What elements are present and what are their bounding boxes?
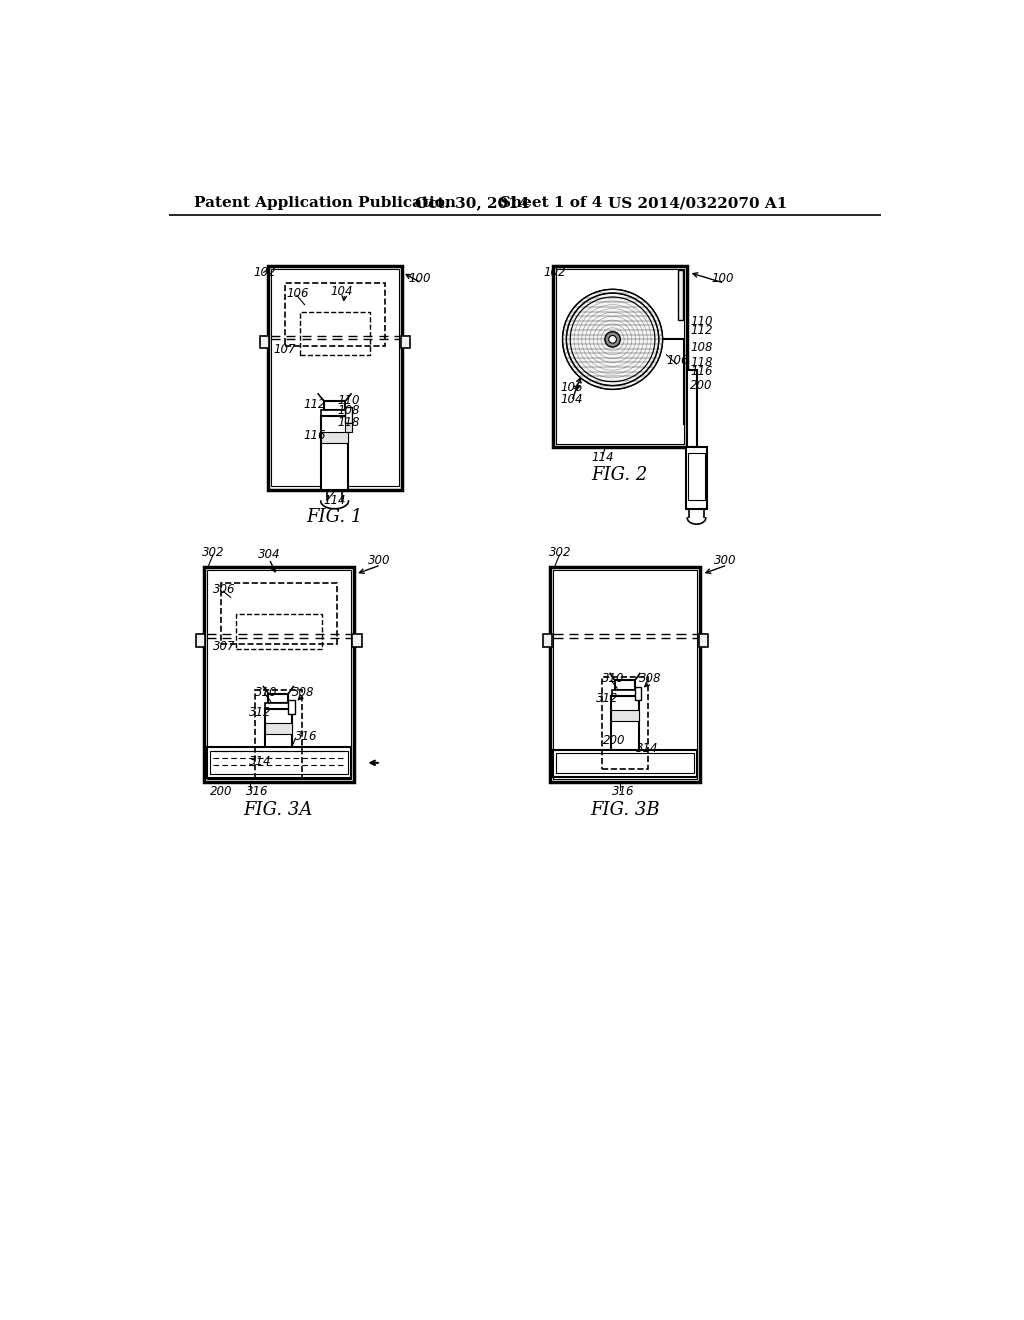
Bar [196, 635, 205, 647]
Text: 114: 114 [591, 451, 613, 465]
Text: 314: 314 [249, 755, 271, 768]
Bar [264, 723, 292, 734]
Text: FIG. 2: FIG. 2 [591, 466, 648, 484]
Bar [270, 269, 399, 487]
Text: 114: 114 [323, 494, 345, 507]
Bar [268, 693, 289, 702]
Text: FIG. 1: FIG. 1 [306, 508, 362, 527]
Text: 106: 106 [560, 380, 583, 393]
Bar [289, 700, 295, 714]
Bar [324, 401, 345, 411]
Text: 302: 302 [549, 546, 571, 560]
Text: Sheet 1 of 4: Sheet 1 of 4 [500, 197, 602, 210]
Text: 312: 312 [596, 693, 618, 705]
Bar [352, 635, 361, 647]
Text: 304: 304 [258, 548, 281, 561]
Bar [285, 284, 385, 346]
Text: 200: 200 [603, 734, 626, 747]
Bar [300, 313, 370, 355]
Circle shape [608, 335, 616, 343]
Bar [635, 686, 641, 701]
Bar [321, 416, 348, 490]
Bar [614, 681, 635, 689]
Bar [687, 370, 696, 447]
Text: 310: 310 [255, 685, 278, 698]
Text: 308: 308 [292, 685, 314, 698]
Text: 107: 107 [273, 343, 296, 356]
Bar [255, 689, 301, 779]
Bar [267, 267, 402, 490]
Bar [345, 407, 351, 422]
Bar [686, 447, 708, 508]
Bar [207, 570, 351, 779]
Text: 200: 200 [690, 379, 713, 392]
Text: 112: 112 [690, 323, 713, 337]
Bar [321, 432, 348, 442]
Text: Patent Application Publication: Patent Application Publication [194, 197, 456, 210]
Bar [556, 752, 694, 774]
Text: 108: 108 [338, 404, 360, 417]
Bar [321, 411, 348, 416]
Text: 104: 104 [331, 285, 353, 298]
Bar [611, 710, 639, 721]
Text: 308: 308 [639, 672, 662, 685]
Bar [688, 453, 705, 499]
Text: 110: 110 [690, 315, 713, 329]
Text: 106: 106 [287, 286, 309, 300]
Circle shape [605, 331, 621, 347]
Bar [345, 422, 351, 432]
Bar [400, 335, 410, 348]
Text: 316: 316 [611, 785, 634, 797]
Text: 300: 300 [714, 554, 736, 566]
Text: 307: 307 [213, 640, 236, 653]
Bar [553, 570, 697, 779]
Text: 300: 300 [368, 554, 390, 566]
Text: 102: 102 [254, 265, 276, 279]
Bar [553, 750, 697, 777]
Text: FIG. 3A: FIG. 3A [244, 801, 313, 818]
Bar [237, 614, 322, 649]
Bar [204, 566, 354, 781]
Text: US 2014/0322070 A1: US 2014/0322070 A1 [608, 197, 787, 210]
Bar [611, 690, 638, 696]
Text: Oct. 30, 2014: Oct. 30, 2014 [416, 197, 529, 210]
Bar [207, 747, 351, 779]
Text: 116: 116 [304, 429, 327, 442]
Bar [556, 269, 684, 444]
Text: 314: 314 [637, 742, 659, 755]
Text: 118: 118 [338, 416, 360, 429]
Text: 102: 102 [544, 265, 566, 279]
Text: 302: 302 [202, 546, 224, 560]
Bar [220, 583, 337, 644]
Bar [543, 635, 552, 647]
Text: 112: 112 [304, 397, 327, 411]
Bar [260, 335, 269, 348]
Text: 118: 118 [690, 356, 713, 370]
Text: 310: 310 [602, 672, 625, 685]
Bar [698, 635, 708, 647]
Bar [611, 696, 639, 766]
Text: 108: 108 [690, 341, 713, 354]
Text: 200: 200 [210, 785, 232, 797]
Bar [264, 709, 292, 771]
Bar [550, 566, 700, 781]
Text: 100: 100 [409, 272, 431, 285]
Text: FIG. 3B: FIG. 3B [590, 801, 659, 818]
Bar [553, 267, 687, 447]
Bar [265, 702, 292, 709]
Text: 306: 306 [213, 583, 236, 597]
Text: 104: 104 [560, 393, 583, 407]
Bar [602, 677, 648, 770]
Bar [678, 271, 683, 321]
Text: 100: 100 [712, 272, 734, 285]
Text: 106: 106 [667, 354, 689, 367]
Circle shape [563, 290, 662, 388]
Bar [210, 751, 348, 774]
Text: 316: 316 [246, 785, 268, 797]
Text: 110: 110 [338, 395, 360, 408]
Text: 312: 312 [249, 705, 271, 718]
Text: 316: 316 [295, 730, 317, 743]
Text: 116: 116 [690, 366, 713, 379]
